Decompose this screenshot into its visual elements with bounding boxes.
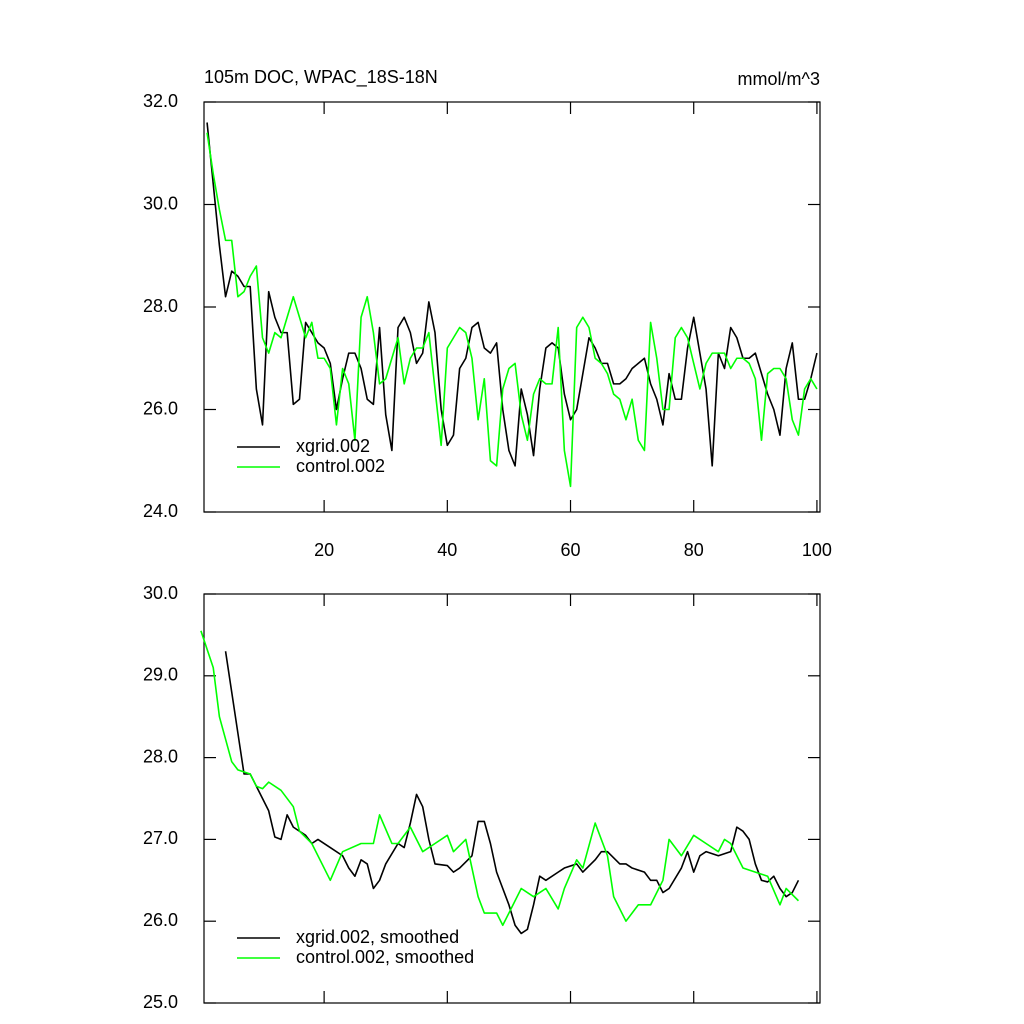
x-tick-label: 20 bbox=[314, 540, 334, 560]
y-tick-label: 30.0 bbox=[143, 193, 178, 213]
chart-title: 105m DOC, WPAC_18S-18N bbox=[204, 67, 438, 88]
data-line bbox=[206, 132, 818, 488]
data-line bbox=[206, 122, 818, 467]
x-tick-label: 40 bbox=[437, 540, 457, 560]
plot-frame bbox=[203, 593, 821, 1004]
legend-label: control.002, smoothed bbox=[296, 947, 474, 967]
y-tick-label: 32.0 bbox=[143, 91, 178, 111]
y-tick-label: 28.0 bbox=[143, 296, 178, 316]
units-label: mmol/m^3 bbox=[738, 69, 820, 89]
legend-label: xgrid.002 bbox=[296, 436, 370, 456]
y-tick-label: 25.0 bbox=[143, 992, 178, 1012]
y-tick-label: 26.0 bbox=[143, 910, 178, 930]
y-tick-label: 27.0 bbox=[143, 828, 178, 848]
data-line bbox=[224, 651, 800, 935]
y-tick-label: 26.0 bbox=[143, 398, 178, 418]
legend-label: control.002 bbox=[296, 456, 385, 476]
y-tick-label: 29.0 bbox=[143, 665, 178, 685]
legend-label: xgrid.002, smoothed bbox=[296, 927, 459, 947]
y-tick-label: 28.0 bbox=[143, 746, 178, 766]
data-line bbox=[200, 630, 800, 927]
x-tick-label: 80 bbox=[684, 540, 704, 560]
x-tick-label: 100 bbox=[802, 540, 832, 560]
y-tick-label: 24.0 bbox=[143, 501, 178, 521]
x-tick-label: 60 bbox=[561, 540, 581, 560]
y-tick-label: 30.0 bbox=[143, 583, 178, 603]
